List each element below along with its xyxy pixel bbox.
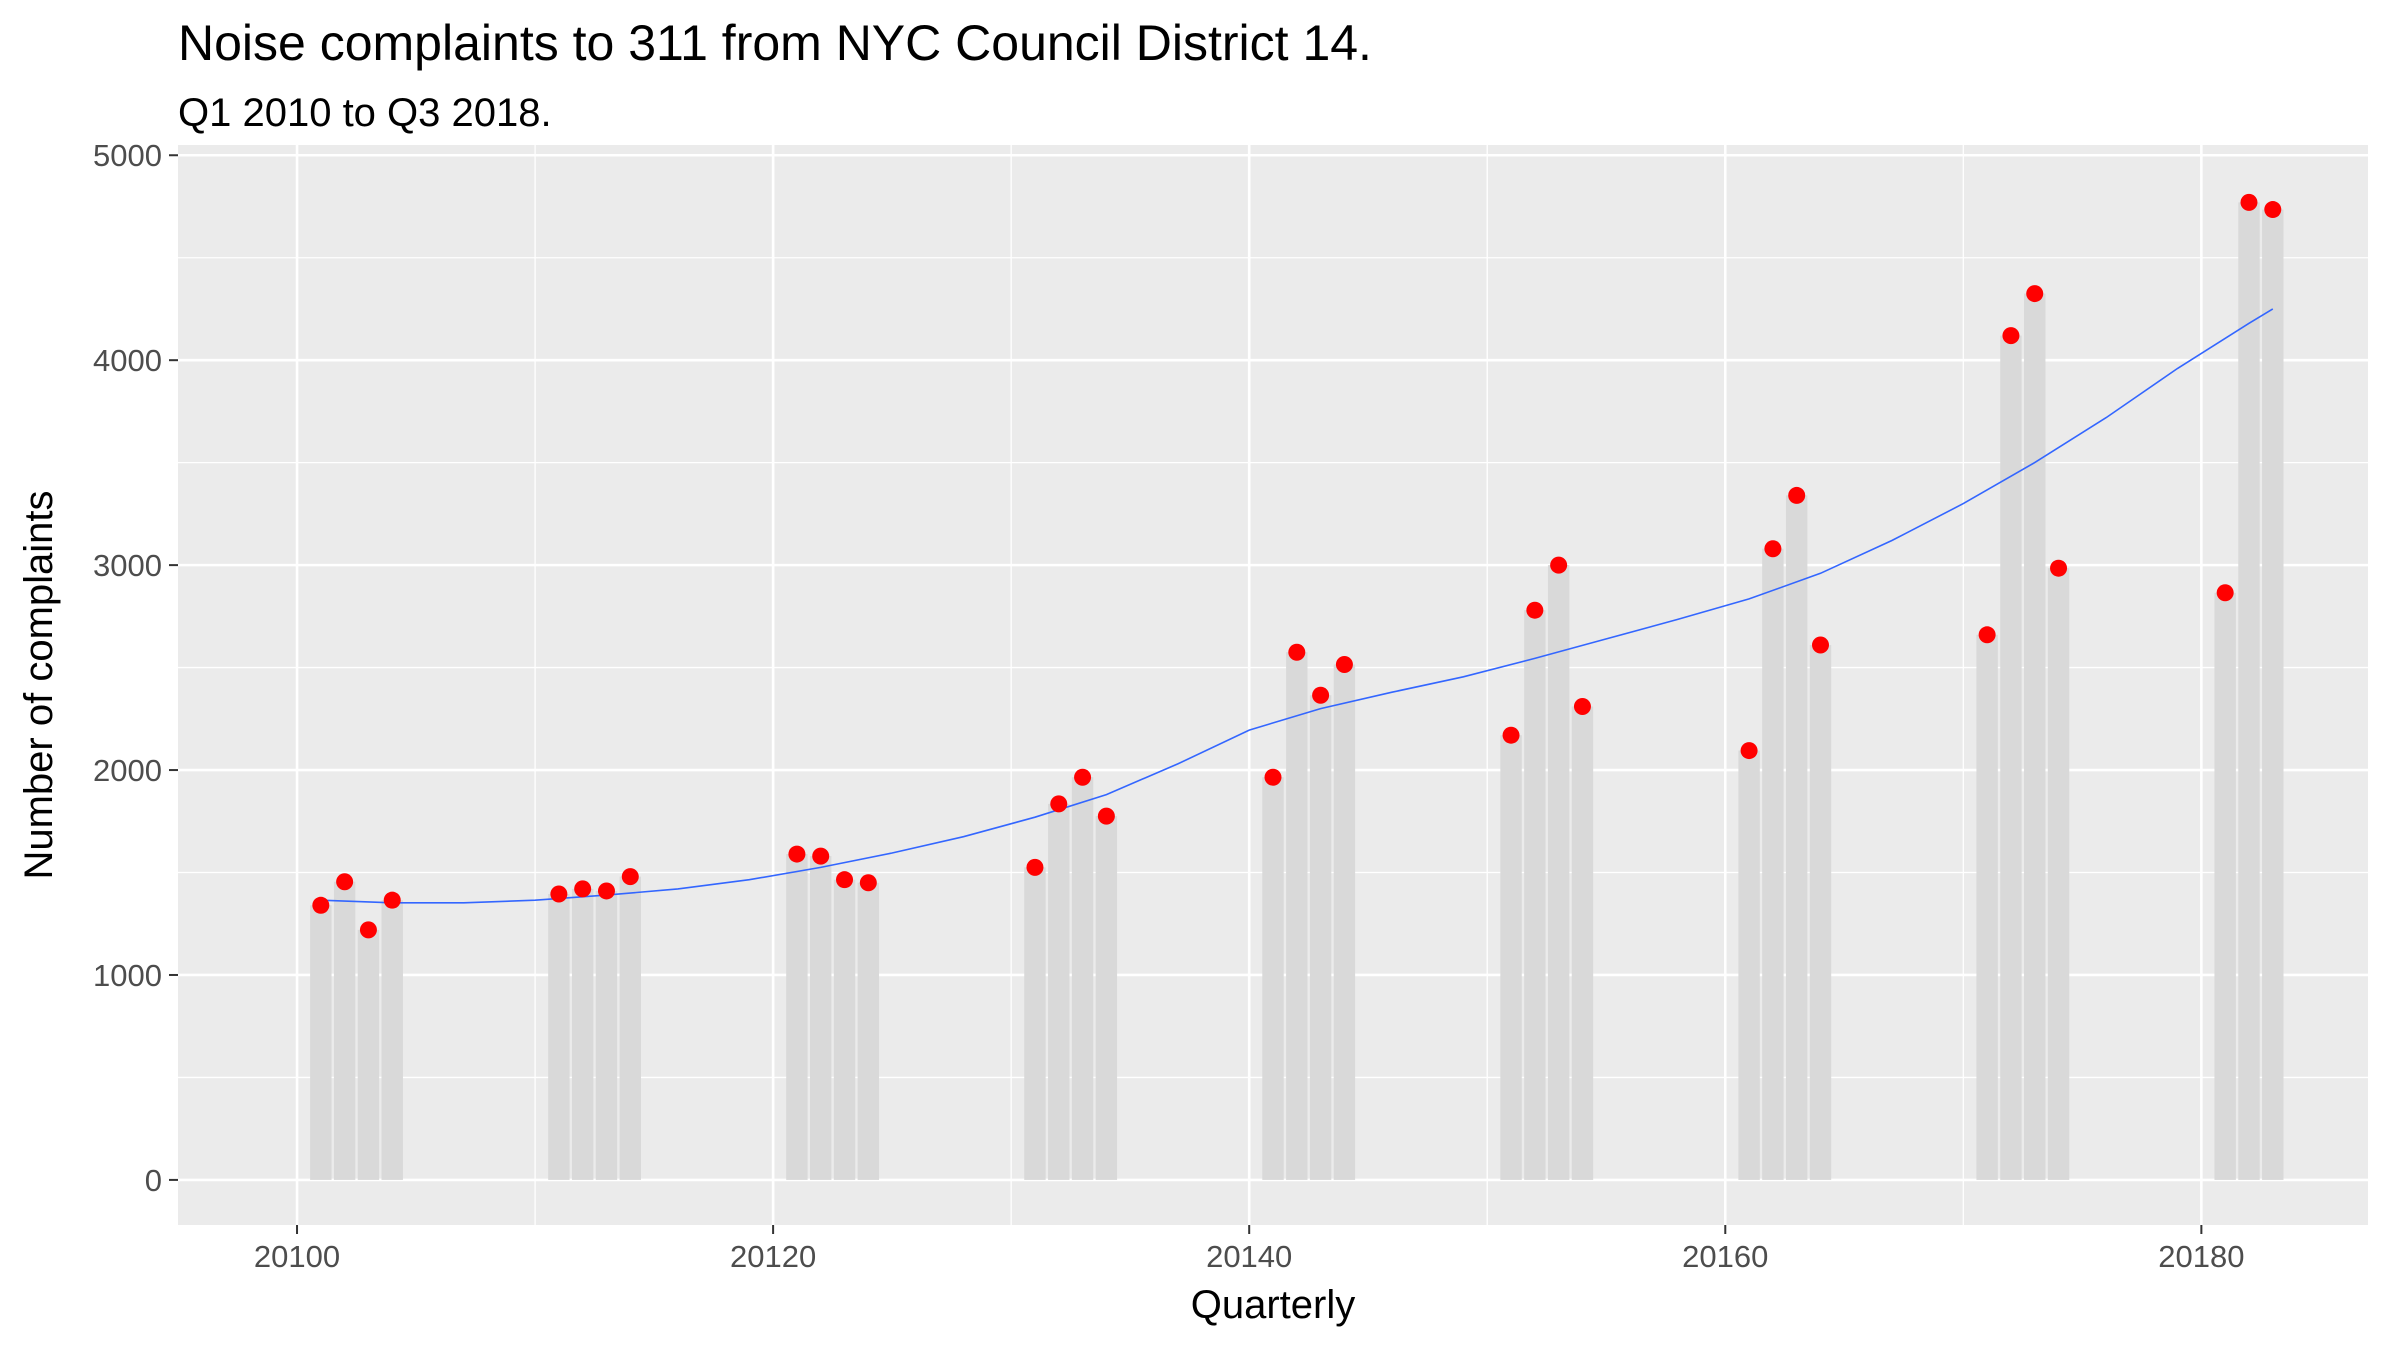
bar	[1286, 652, 1308, 1180]
data-point	[1335, 656, 1353, 674]
y-axis-title: Number of complaints	[17, 490, 61, 879]
x-axis: 20100 20120 20140 20160 20180	[254, 1225, 2244, 1274]
bar	[357, 929, 380, 1180]
bar	[786, 854, 808, 1180]
data-point	[1312, 686, 1330, 704]
x-tick-label: 20140	[1206, 1239, 1292, 1274]
data-point	[2264, 201, 2282, 219]
data-point	[1740, 742, 1758, 760]
bar	[2000, 335, 2022, 1180]
bar	[1809, 645, 1832, 1180]
bar	[1333, 664, 1356, 1180]
x-tick-label: 20100	[254, 1239, 340, 1274]
bar	[1048, 803, 1070, 1180]
bar	[1762, 548, 1784, 1180]
data-point	[788, 845, 806, 863]
bar	[833, 879, 856, 1180]
bar	[1785, 495, 1808, 1180]
bar	[548, 894, 570, 1180]
data-point	[2240, 193, 2258, 211]
bar	[2238, 202, 2260, 1180]
bar	[1095, 816, 1118, 1180]
smooth-trend-line	[320, 308, 2274, 904]
chart-subtitle: Q1 2010 to Q3 2018.	[178, 91, 552, 135]
data-point	[1978, 626, 1996, 644]
data-point	[336, 873, 354, 891]
data-point	[1502, 726, 1520, 744]
bar	[571, 888, 594, 1180]
data-point	[1526, 601, 1544, 619]
bar	[1524, 610, 1546, 1180]
data-point	[1573, 698, 1591, 716]
data-point	[2002, 327, 2020, 345]
bar	[333, 881, 356, 1180]
bar	[1976, 634, 1998, 1180]
data-point	[1264, 768, 1282, 786]
data-point	[1026, 858, 1044, 876]
data-point	[621, 868, 639, 886]
bar	[810, 856, 832, 1180]
data-point	[1074, 768, 1092, 786]
y-tick-label: 5000	[93, 138, 162, 173]
data-point	[359, 921, 377, 939]
smooth-line-group	[320, 308, 2274, 904]
data-point	[1812, 636, 1829, 654]
bar	[1547, 565, 1570, 1180]
bar	[1262, 777, 1284, 1180]
bar	[1024, 867, 1046, 1180]
y-tick-label: 0	[145, 1163, 162, 1198]
data-point	[1097, 807, 1115, 825]
y-tick-label: 1000	[93, 958, 162, 993]
bar	[619, 876, 641, 1180]
data-point	[1788, 486, 1806, 504]
bar	[1571, 706, 1594, 1180]
y-tick-label: 2000	[93, 753, 162, 788]
data-point	[812, 847, 830, 865]
bar	[2047, 568, 2070, 1180]
x-tick-label: 20120	[730, 1239, 816, 1274]
bar	[1738, 750, 1760, 1180]
chart-title: Noise complaints to 311 from NYC Council…	[178, 15, 1372, 71]
data-point	[1288, 643, 1306, 661]
bars	[310, 202, 2284, 1180]
x-tick-label: 20180	[2158, 1239, 2244, 1274]
data-point	[597, 882, 615, 900]
data-point	[1550, 556, 1568, 574]
bar	[2262, 209, 2284, 1180]
x-tick-label: 20160	[1682, 1239, 1768, 1274]
points	[312, 193, 2282, 939]
bar	[2214, 592, 2236, 1180]
bar	[381, 900, 403, 1180]
data-point	[383, 891, 401, 909]
bar	[1071, 777, 1094, 1180]
bar	[595, 890, 618, 1180]
bar	[2024, 293, 2046, 1180]
bar	[310, 905, 332, 1180]
data-point	[574, 880, 592, 898]
y-axis: 0 1000 2000 3000 4000 5000	[93, 138, 178, 1198]
data-point	[2026, 285, 2044, 303]
data-point	[550, 885, 568, 903]
x-axis-title: Quarterly	[1191, 1283, 1356, 1327]
data-point	[312, 896, 330, 914]
bar	[857, 882, 880, 1180]
bar	[1309, 695, 1332, 1180]
data-point	[2216, 584, 2234, 602]
data-point	[2050, 559, 2068, 577]
data-point	[1050, 795, 1068, 813]
y-tick-label: 4000	[93, 343, 162, 378]
bar	[1500, 735, 1522, 1180]
data-point	[836, 871, 854, 889]
y-tick-label: 3000	[93, 548, 162, 583]
data-point	[1764, 540, 1782, 558]
data-point	[859, 874, 877, 892]
